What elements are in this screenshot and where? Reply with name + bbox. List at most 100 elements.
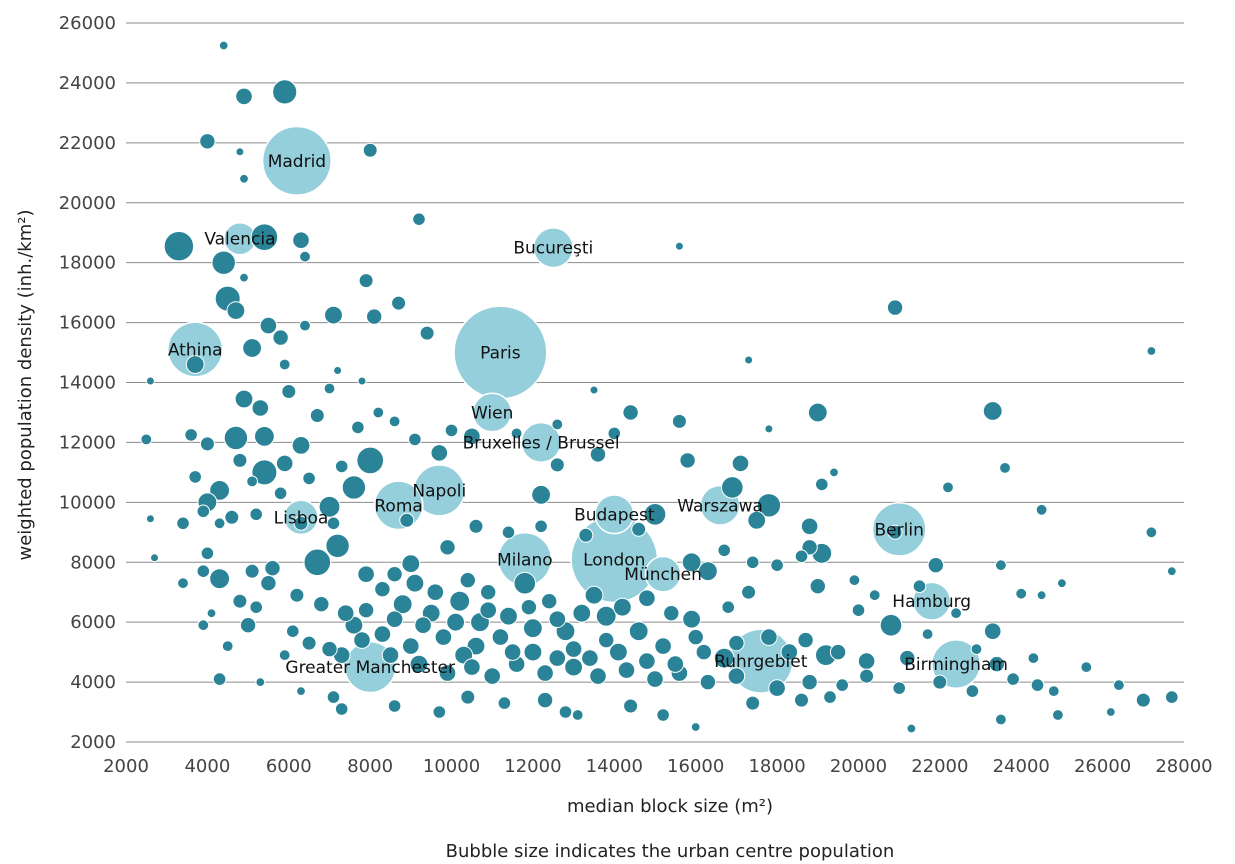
city-bubble: [857, 652, 876, 670]
city-bubble: [679, 452, 696, 469]
city-bubble: [747, 510, 767, 530]
city-bubble: [372, 406, 385, 419]
city-bubble: [278, 649, 291, 661]
city-bubble: [663, 605, 680, 622]
city-bubble: [353, 631, 371, 649]
city-bubble: [631, 521, 647, 537]
city-bubble: [801, 673, 818, 691]
city-bubble: [1145, 526, 1158, 539]
city-bubble: [982, 401, 1003, 421]
y-tick-label: 10000: [59, 492, 116, 513]
city-bubble: [794, 692, 809, 708]
city-bubble: [995, 713, 1007, 726]
bubble-layer: [140, 40, 1179, 734]
city-bubble: [623, 698, 639, 714]
city-bubble: [188, 470, 202, 484]
city-bubble: [239, 272, 249, 283]
city-bubble: [681, 552, 702, 573]
city-bubble: [607, 426, 622, 441]
city-bubble: [259, 316, 278, 335]
city-bubble: [459, 572, 476, 589]
city-bubble: [145, 376, 155, 386]
city-bubble: [1057, 578, 1067, 589]
city-bubble: [323, 382, 336, 395]
city-bubble: [731, 454, 750, 473]
city-bubble: [351, 420, 365, 435]
city-bubble: [480, 584, 497, 601]
city-bubble: [434, 628, 453, 646]
city-label: Valencia: [204, 230, 275, 250]
city-bubble: [638, 652, 656, 670]
city-bubble: [275, 454, 294, 473]
city-bubble: [246, 475, 259, 488]
city-bubble: [744, 355, 754, 365]
city-bubble: [405, 573, 425, 593]
city-bubble: [232, 593, 248, 609]
city-label: Athina: [168, 341, 223, 361]
city-bubble: [699, 673, 717, 691]
city-bubble: [698, 561, 718, 582]
city-bubble: [357, 376, 367, 386]
city-bubble: [848, 574, 861, 587]
city-bubble: [460, 689, 476, 705]
city-bubble: [387, 699, 402, 713]
city-label: Budapest: [574, 505, 655, 525]
city-bubble: [835, 678, 850, 692]
city-bubble: [770, 558, 784, 573]
city-bubble: [721, 600, 736, 615]
y-tick-label: 2000: [70, 732, 116, 753]
y-tick-label: 14000: [59, 373, 116, 394]
city-bubble: [273, 486, 288, 501]
city-bubble: [255, 677, 266, 687]
city-bubble: [741, 584, 757, 600]
city-bubble: [391, 295, 407, 311]
city-bubble: [1027, 652, 1040, 664]
city-bubble: [444, 423, 459, 438]
city-bubble: [199, 436, 215, 452]
city-bubble: [483, 667, 502, 685]
city-bubble: [1035, 503, 1048, 516]
city-bubble: [357, 602, 375, 619]
city-label: Wien: [471, 404, 513, 424]
city-label: Lisboa: [274, 508, 329, 528]
city-bubble: [334, 459, 349, 474]
city-bubble: [249, 600, 264, 615]
city-bubble: [412, 212, 426, 226]
city-bubble: [468, 518, 484, 534]
city-bubble: [721, 476, 744, 499]
city-bubble: [235, 87, 253, 106]
city-bubble: [768, 679, 786, 697]
city-bubble: [232, 452, 248, 468]
city-bubble: [501, 525, 516, 540]
city-bubble: [695, 643, 712, 661]
city-bubble: [209, 568, 231, 590]
city-bubble: [313, 596, 330, 613]
city-bubble: [303, 548, 332, 577]
city-bubble: [234, 389, 254, 409]
city-bubble: [251, 459, 278, 486]
x-axis-title: median block size (m²): [567, 796, 773, 817]
city-bubble: [794, 549, 809, 564]
city-bubble: [1113, 679, 1125, 691]
city-bubble: [564, 657, 583, 677]
city-label: Napoli: [412, 481, 466, 501]
y-tick-label: 18000: [59, 253, 116, 274]
city-bubble: [244, 563, 260, 579]
city-bubble: [983, 622, 1002, 641]
city-bubble: [942, 481, 954, 494]
city-bubble: [292, 231, 310, 249]
city-bubble: [666, 655, 685, 673]
city-bubble: [426, 583, 445, 602]
city-bubble: [932, 674, 948, 690]
city-bubble: [301, 635, 317, 651]
city-bubble: [309, 408, 325, 423]
city-bubble: [617, 661, 636, 679]
city-labels: Paris Madrid London Ruhrgebiet Berlin Athina G…: [168, 152, 1008, 678]
city-bubble: [226, 301, 246, 321]
city-bubble: [362, 142, 378, 158]
city-bubble: [564, 640, 583, 658]
city-bubble: [536, 691, 554, 709]
city-bubble: [326, 516, 341, 531]
city-bubble: [463, 658, 481, 676]
city-bubble: [249, 507, 264, 522]
